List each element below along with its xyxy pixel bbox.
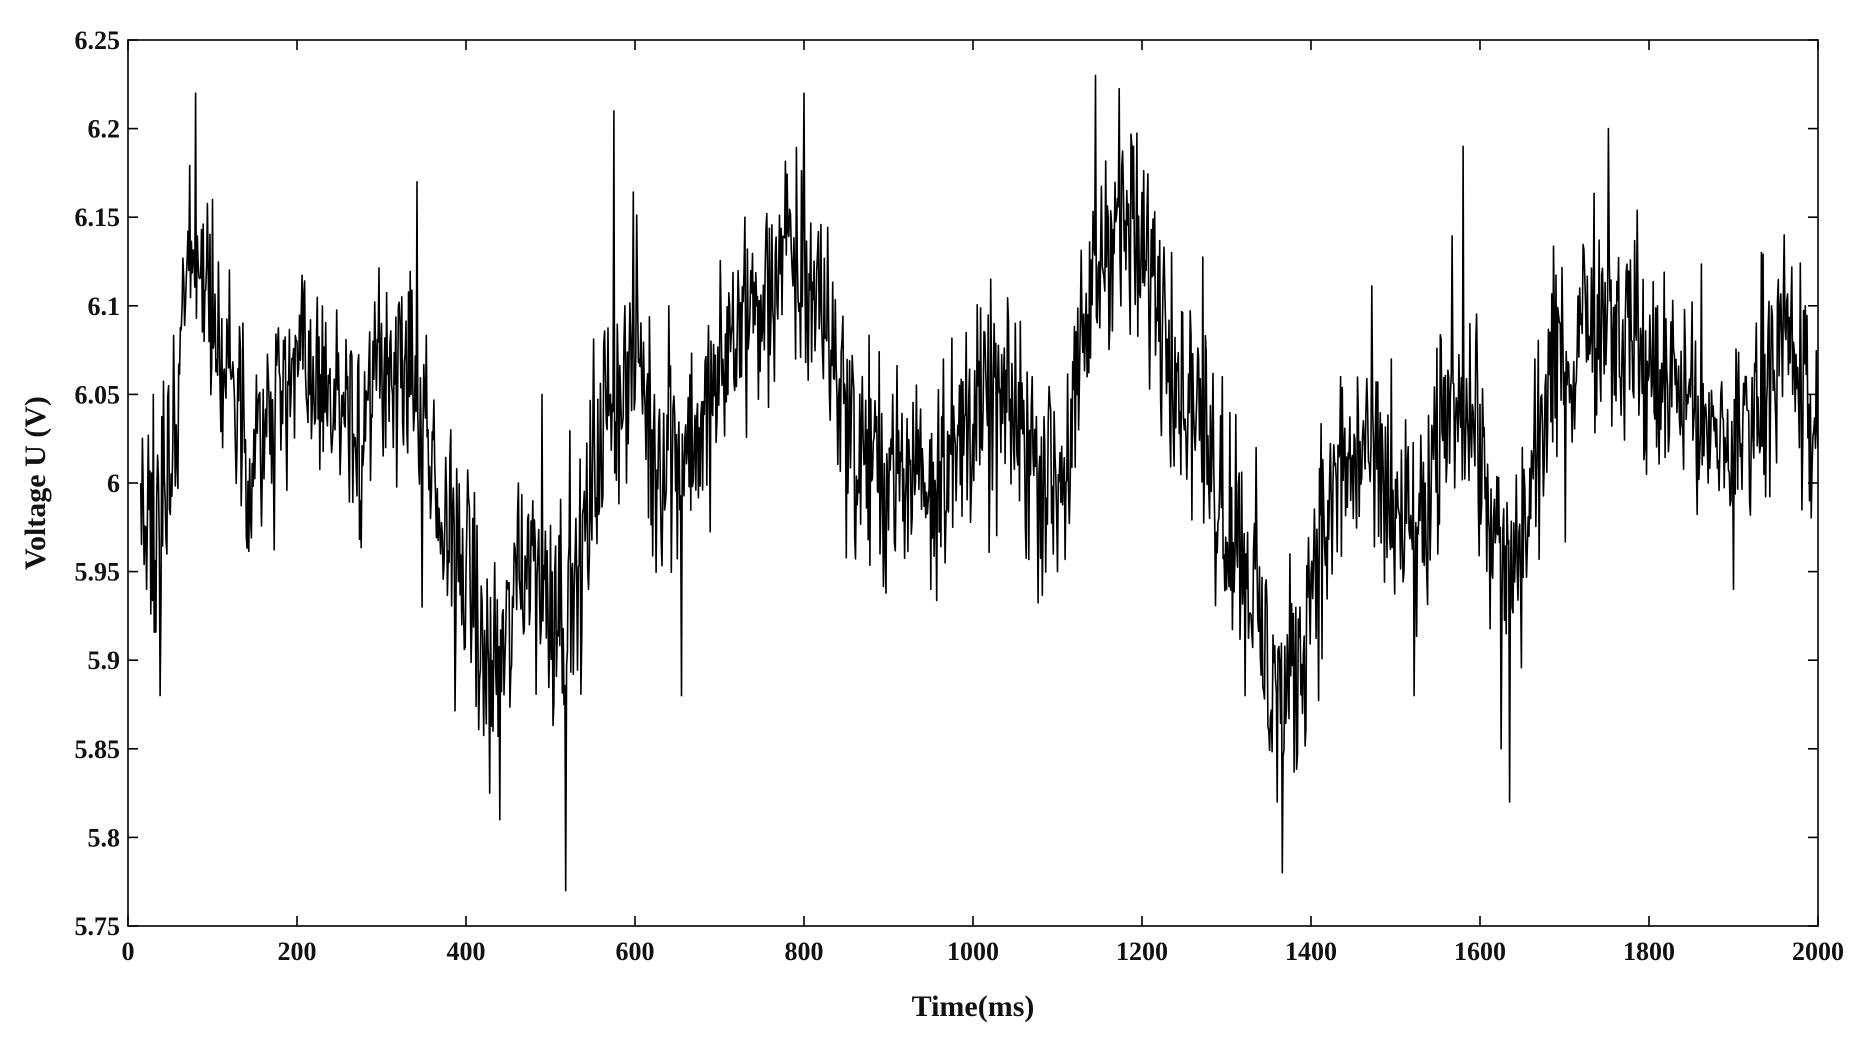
y-tick-label: 5.9 <box>88 646 121 675</box>
y-tick-label: 5.85 <box>75 735 121 764</box>
x-axis-title: Time(ms) <box>912 990 1035 1023</box>
x-tick-label: 200 <box>278 937 317 966</box>
plot-area <box>139 74 1818 892</box>
y-tick-label: 6.1 <box>88 292 121 321</box>
y-tick-label: 6.15 <box>75 203 121 232</box>
x-tick-label: 1600 <box>1454 937 1506 966</box>
x-tick-label: 1400 <box>1285 937 1337 966</box>
x-tick-label: 2000 <box>1792 937 1844 966</box>
x-tick-label: 0 <box>122 937 135 966</box>
axes: 0 200 400 600 800 1000 1200 1400 1600 1800 2000 5.7… <box>75 26 1845 966</box>
y-tick-label: 5.8 <box>88 823 121 852</box>
y-tick-label: 5.75 <box>75 912 121 941</box>
y-tick-label: 6.25 <box>75 26 121 55</box>
y-tick-label: 6 <box>107 469 120 498</box>
x-tick-label: 1800 <box>1623 937 1675 966</box>
x-tick-label: 400 <box>447 937 486 966</box>
x-tick-label: 1000 <box>947 937 999 966</box>
y-tick-label: 6.05 <box>75 380 121 409</box>
x-tick-label: 600 <box>616 937 655 966</box>
x-tick-label: 1200 <box>1116 937 1168 966</box>
y-tick-label: 5.95 <box>75 558 121 587</box>
x-tick-label: 800 <box>785 937 824 966</box>
y-axis-title: Voltage U (V) <box>19 396 52 570</box>
series-line-0 <box>139 74 1818 892</box>
y-tick-label: 6.2 <box>88 115 121 144</box>
